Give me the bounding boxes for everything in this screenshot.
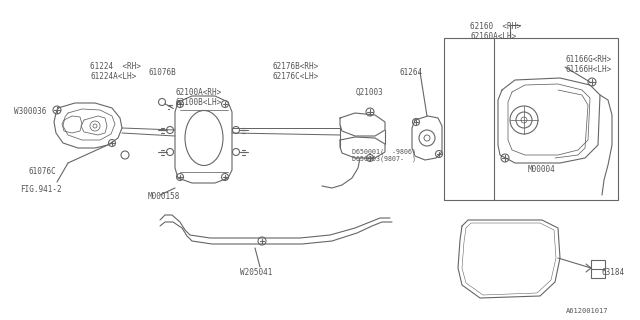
Text: Q21003: Q21003 — [356, 88, 384, 97]
Text: 61166G<RH>
61166H<LH>: 61166G<RH> 61166H<LH> — [565, 55, 611, 75]
Text: 61076B: 61076B — [148, 68, 176, 77]
Text: W300036: W300036 — [14, 107, 46, 116]
Text: 61076C: 61076C — [28, 167, 56, 176]
Text: 62100A<RH>
62100B<LH>: 62100A<RH> 62100B<LH> — [175, 88, 221, 108]
Text: M000158: M000158 — [148, 192, 180, 201]
Bar — [444, 38, 618, 200]
Text: 61224  <RH>
61224A<LH>: 61224 <RH> 61224A<LH> — [90, 62, 141, 81]
Text: 61264: 61264 — [399, 68, 422, 77]
Text: 62176B<RH>
62176C<LH>: 62176B<RH> 62176C<LH> — [272, 62, 318, 81]
Text: D650001(  -9806)
D650003(9807-  ): D650001( -9806) D650003(9807- ) — [352, 148, 416, 162]
Bar — [591, 260, 605, 278]
Text: 62160  <RH>
62160A<LH>: 62160 <RH> 62160A<LH> — [470, 22, 521, 41]
Text: 63184: 63184 — [601, 268, 624, 277]
Text: FIG.941-2: FIG.941-2 — [20, 185, 61, 194]
Text: W205041: W205041 — [240, 268, 273, 277]
Text: M00004: M00004 — [528, 165, 556, 174]
Text: A612001017: A612001017 — [566, 308, 609, 314]
